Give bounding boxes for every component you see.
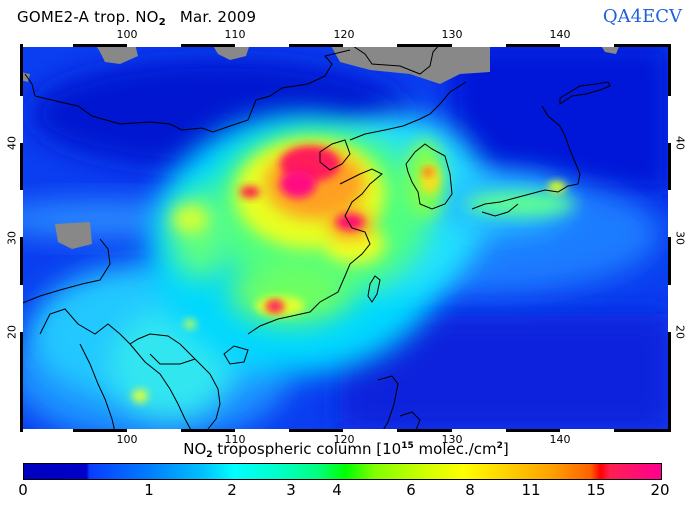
colorbar-tick-3: 3 (286, 481, 296, 499)
no-data-region-north (330, 44, 490, 84)
no2-map (20, 44, 671, 432)
colorbar (23, 463, 662, 480)
colorbar-label: NO2 tropospheric column [1015 molec./cm2… (0, 440, 692, 460)
xlabel-pre: NO (183, 440, 207, 458)
lat-tick-right-40: 40 (673, 136, 687, 150)
colorbar-tick-6: 6 (406, 481, 416, 499)
lon-tick-bottom-130: 130 (441, 433, 463, 446)
lon-tick-bottom-140: 140 (549, 433, 571, 446)
colorbar-tick-4: 4 (332, 481, 342, 499)
colorbar-tick-11: 11 (521, 481, 541, 499)
xlabel-mid: tropospheric column [10 (212, 440, 402, 458)
lat-tick-left-30: 30 (5, 231, 19, 245)
no-data-region-tibet (55, 222, 92, 249)
title-instrument: GOME2-A trop. NO (17, 8, 159, 26)
colorbar-tick-20: 20 (650, 481, 670, 499)
frame-ticks (20, 44, 671, 432)
xlabel-sup: 15 (401, 441, 414, 451)
lon-tick-bottom-120: 120 (333, 433, 355, 446)
lat-tick-right-20: 20 (673, 325, 687, 339)
colorbar-tick-8: 8 (465, 481, 475, 499)
colorbar-tick-0: 0 (18, 481, 28, 499)
lon-tick-bottom-100: 100 (116, 433, 138, 446)
lon-tick-top-100: 100 (116, 28, 138, 41)
xlabel-end: ] (502, 440, 509, 458)
lat-tick-left-20: 20 (5, 325, 19, 339)
no-data-region-mongolia (95, 44, 138, 64)
lon-tick-bottom-110: 110 (224, 433, 246, 446)
lon-tick-top-120: 120 (333, 28, 355, 41)
xlabel-sup2: 2 (496, 441, 503, 451)
title-date: Mar. 2009 (179, 8, 257, 26)
lat-tick-left-40: 40 (5, 136, 19, 150)
map-title: GOME2-A trop. NO2 Mar. 2009 (17, 8, 256, 28)
lat-tick-right-30: 30 (673, 231, 687, 245)
lon-tick-top-140: 140 (549, 28, 571, 41)
lon-tick-top-130: 130 (441, 28, 463, 41)
title-subscript: 2 (158, 17, 166, 28)
coastlines (20, 44, 611, 432)
colorbar-tick-1: 1 (144, 481, 154, 499)
colorbar-tick-15: 15 (586, 481, 606, 499)
xlabel-post: molec./cm (413, 440, 497, 458)
brand-label: QA4ECV (602, 6, 682, 27)
colorbar-tick-2: 2 (227, 481, 237, 499)
xlabel-sub: 2 (206, 450, 213, 460)
lon-tick-top-110: 110 (224, 28, 246, 41)
